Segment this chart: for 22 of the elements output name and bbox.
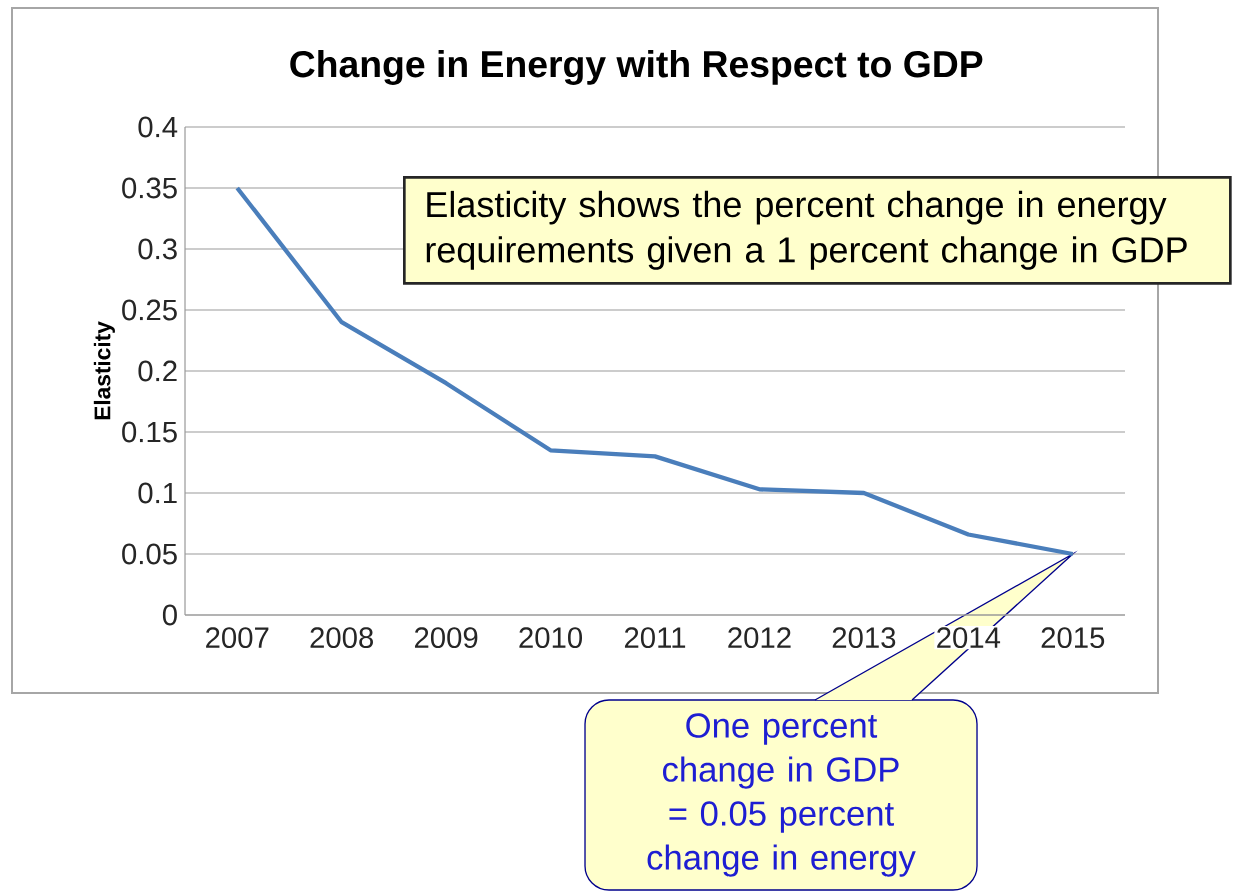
x-tick-label: 2010 bbox=[519, 627, 583, 649]
y-tick-label: 0.35 bbox=[122, 177, 177, 199]
x-tick-label: 2014 bbox=[937, 627, 1001, 649]
x-tick-label: 2011 bbox=[624, 627, 686, 649]
y-tick-label: 0.15 bbox=[122, 421, 177, 443]
y-tick-label: 0.05 bbox=[122, 543, 177, 565]
x-tick-label: 2013 bbox=[832, 627, 896, 649]
annotation: Elasticity shows the percent change in energy requirements given a 1 percent change in GDP bbox=[426, 190, 1187, 270]
y-tick-label: 0.3 bbox=[138, 238, 177, 260]
x-tick-label: 2012 bbox=[728, 627, 791, 649]
y-tick-label: 0.25 bbox=[122, 299, 177, 321]
chart-title: Change in Energy with Respect to GDP bbox=[290, 50, 983, 85]
y-tick-label: 0.2 bbox=[138, 360, 177, 382]
y-tick-label: 0 bbox=[162, 604, 177, 626]
y-axis-title: Elasticity bbox=[93, 321, 115, 420]
text: One percent change in GDP = 0.05 percent change in energy bbox=[647, 713, 916, 877]
x-tick-label: 2015 bbox=[1041, 627, 1105, 649]
x-tick-label: 2009 bbox=[414, 627, 478, 649]
y-tick-label: 0.1 bbox=[138, 482, 177, 504]
x-tick-label: 2007 bbox=[206, 627, 269, 649]
x-tick-label: 2008 bbox=[310, 627, 374, 649]
y-tick-label: 0.4 bbox=[138, 116, 178, 138]
